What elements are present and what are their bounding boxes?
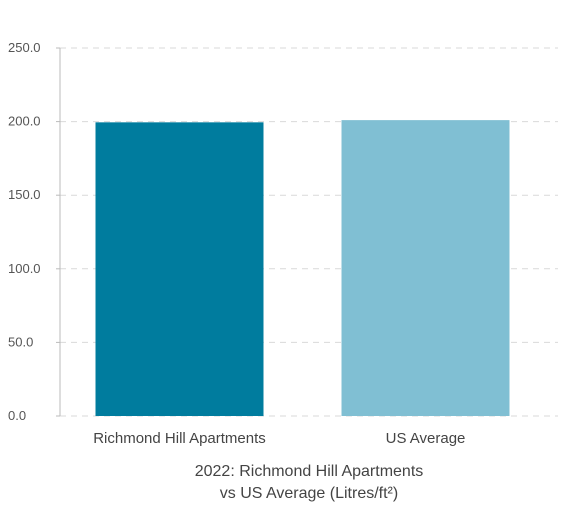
category-labels: Richmond Hill Apartments US Average (93, 430, 465, 447)
y-tick-label: 100.0 (8, 261, 41, 276)
y-axis-ticks: 0.0 50.0 100.0 150.0 200.0 250.0 (8, 40, 60, 423)
chart-title-line-2: vs US Average (Litres/ft²) (220, 485, 398, 502)
bar-0 (95, 122, 264, 416)
y-tick-label: 200.0 (8, 114, 41, 129)
y-tick-label: 150.0 (8, 187, 41, 202)
bar-1 (341, 120, 510, 417)
x-category-label: Richmond Hill Apartments (93, 430, 266, 447)
y-tick-label: 50.0 (8, 334, 33, 349)
bars (95, 120, 510, 417)
y-tick-label: 250.0 (8, 40, 41, 55)
chart-title-line-1: 2022: Richmond Hill Apartments (195, 463, 424, 480)
x-category-label: US Average (386, 430, 466, 447)
y-tick-label: 0.0 (8, 408, 26, 423)
